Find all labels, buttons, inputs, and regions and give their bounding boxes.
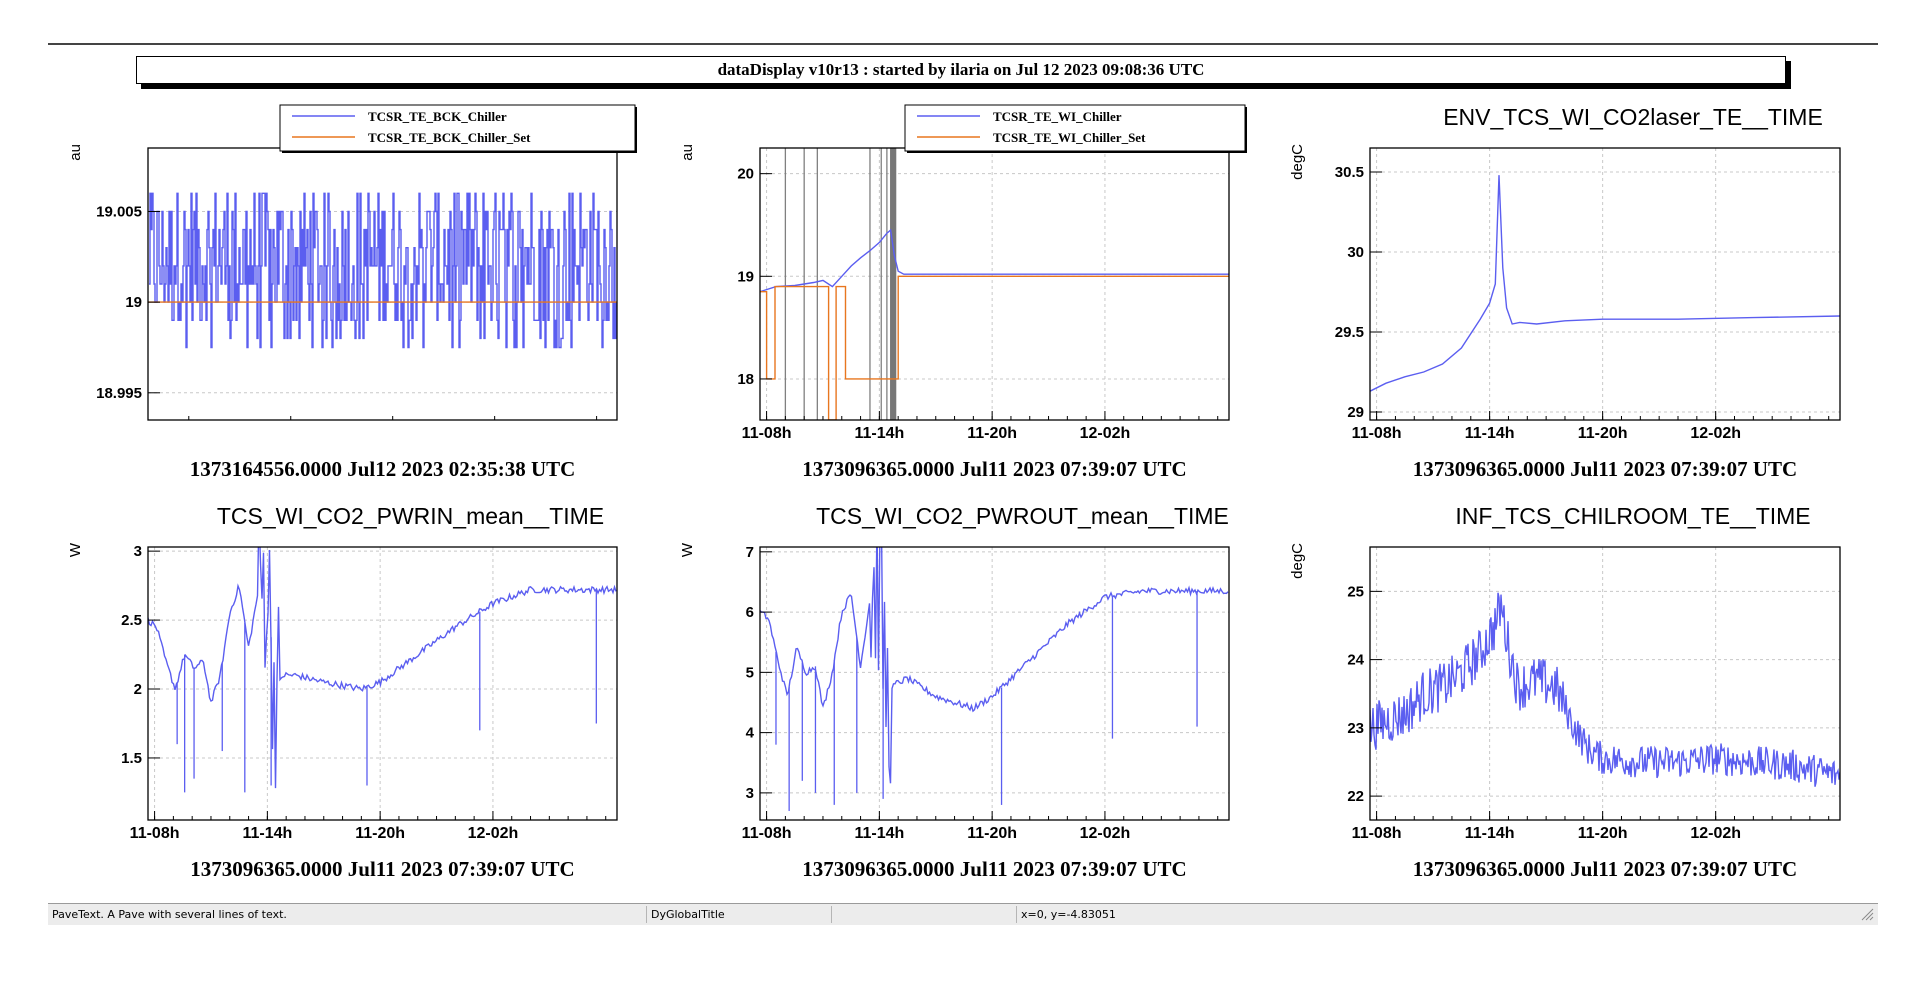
y-tick-label: 25 bbox=[1347, 583, 1364, 600]
chart-panel-4: 11-08h 11-14h 11-20h 12-02h 1.5 2 2.5 3 W 1373096… bbox=[67, 503, 618, 881]
chart-title: TCS_WI_CO2_PWRIN_mean__TIME bbox=[217, 503, 604, 529]
legend-box bbox=[904, 104, 1246, 152]
series-line-1 bbox=[148, 547, 617, 789]
y-tick-label: 3 bbox=[746, 785, 754, 802]
y-tick-label: 2 bbox=[134, 681, 142, 698]
x-tick-label: 11-08h bbox=[1352, 425, 1402, 442]
y-tick-label: 4 bbox=[746, 725, 755, 742]
x-tick-label: 12-02h bbox=[1080, 825, 1131, 842]
series-line-1 bbox=[1370, 175, 1840, 392]
y-axis-label: degC bbox=[1289, 144, 1306, 180]
plot-area bbox=[1370, 592, 1840, 787]
plot-area bbox=[1370, 175, 1840, 392]
x-tick-label: 11-08h bbox=[742, 825, 792, 842]
legend: TCSR_TE_WI_Chiller TCSR_TE_WI_Chiller_Set bbox=[904, 104, 1247, 153]
window-title-pave[interactable]: dataDisplay v10r13 : started by ilaria o… bbox=[136, 56, 1786, 84]
series-line-1 bbox=[1370, 592, 1840, 787]
x-tick-label: 11-08h bbox=[130, 825, 180, 842]
x-tick-label: 11-20h bbox=[967, 425, 1017, 442]
chart-title: TCS_WI_CO2_PWROUT_mean__TIME bbox=[816, 503, 1229, 529]
chart-title: ENV_TCS_WI_CO2laser_TE__TIME bbox=[1443, 104, 1823, 130]
plot-area bbox=[148, 192, 617, 349]
series-line-1 bbox=[760, 547, 1229, 784]
plots-canvas: 12-03h12-04h12-05h12-06h12-07h18.9951919… bbox=[67, 104, 1841, 881]
chart-panel-2: 11-08h 11-14h 11-20h 12-02h 18 19 20 au 13730963… bbox=[679, 104, 1247, 481]
y-tick-label: 2.5 bbox=[121, 612, 142, 629]
y-tick-label: 23 bbox=[1347, 720, 1364, 737]
legend-entry-label: TCSR_TE_WI_Chiller bbox=[993, 109, 1122, 124]
x-axis-label: 1373096365.0000 Jul11 2023 07:39:07 UTC bbox=[802, 857, 1186, 881]
top-separator-line bbox=[48, 43, 1878, 45]
plot-frame bbox=[759, 546, 1230, 821]
x-tick-label: 11-20h bbox=[967, 825, 1017, 842]
chart-panel-1: 12-03h12-04h12-05h12-06h12-07h18.9951919… bbox=[67, 104, 637, 481]
x-tick-label: 11-20h bbox=[1578, 425, 1628, 442]
y-axis-label: degC bbox=[1289, 543, 1306, 579]
status-empty-cell bbox=[831, 906, 1014, 923]
status-coordinates: x=0, y=-4.83051 bbox=[1016, 906, 1856, 923]
x-tick-label: 11-20h bbox=[355, 825, 405, 842]
y-tick-label: 29.5 bbox=[1335, 324, 1364, 341]
y-tick-label: 19 bbox=[737, 268, 754, 285]
y-tick-label: 5 bbox=[746, 664, 754, 681]
y-tick-label: 18.995 bbox=[96, 385, 142, 402]
y-tick-label: 18 bbox=[737, 371, 754, 388]
x-tick-label: 11-14h bbox=[854, 825, 904, 842]
series-line-1 bbox=[760, 228, 1229, 293]
x-tick-label: 12-02h bbox=[1080, 425, 1131, 442]
y-axis-label: W bbox=[679, 542, 696, 557]
x-axis-label: 1373096365.0000 Jul11 2023 07:39:07 UTC bbox=[802, 457, 1186, 481]
chart-panel-3: 11-08h 11-14h 11-20h 12-02h 29 29.5 30 30.5 degC… bbox=[1289, 104, 1841, 481]
y-axis-label: au bbox=[67, 144, 84, 161]
legend-box bbox=[279, 104, 636, 152]
resize-grip-icon[interactable] bbox=[1860, 907, 1874, 921]
y-tick-label: 22 bbox=[1347, 788, 1364, 805]
plot-frame bbox=[147, 546, 618, 821]
y-tick-label: 30 bbox=[1347, 244, 1364, 261]
x-axis-label: 1373164556.0000 Jul12 2023 02:35:38 UTC bbox=[190, 457, 576, 481]
y-tick-label: 1.5 bbox=[121, 750, 142, 767]
x-tick-label: 11-08h bbox=[742, 425, 792, 442]
y-tick-label: 24 bbox=[1347, 652, 1364, 669]
series-line-1 bbox=[149, 192, 617, 349]
x-tick-label: 11-20h bbox=[1578, 825, 1628, 842]
x-tick-label: 12-02h bbox=[468, 825, 519, 842]
plot-area bbox=[760, 547, 1229, 811]
status-bar: PaveText. A Pave with several lines of t… bbox=[48, 903, 1878, 925]
x-tick-label: 11-14h bbox=[242, 825, 292, 842]
y-axis-label: W bbox=[67, 542, 84, 557]
x-tick-label: 11-14h bbox=[854, 425, 904, 442]
y-tick-label: 19 bbox=[125, 294, 142, 311]
plot-frame bbox=[1369, 147, 1841, 421]
y-tick-label: 29 bbox=[1347, 404, 1364, 421]
chart-title: INF_TCS_CHILROOM_TE__TIME bbox=[1455, 503, 1810, 529]
y-tick-label: 20 bbox=[737, 166, 754, 183]
x-tick-label: 11-08h bbox=[1352, 825, 1402, 842]
x-tick-label: 12-02h bbox=[1690, 425, 1741, 442]
x-tick-label: 12-02h bbox=[1690, 825, 1741, 842]
time-marker-band bbox=[890, 148, 897, 420]
chart-panel-5: 11-08h 11-14h 11-20h 12-02h 3 4 5 6 7 W 1373096365… bbox=[679, 503, 1230, 881]
x-axis-label: 1373096365.0000 Jul11 2023 07:39:07 UTC bbox=[1413, 457, 1797, 481]
legend-entry-label: TCSR_TE_BCK_Chiller bbox=[368, 109, 507, 124]
chart-panel-6: 11-08h 11-14h 11-20h 12-02h 22 23 24 25 degC 1373… bbox=[1289, 503, 1841, 881]
y-tick-label: 3 bbox=[134, 543, 142, 560]
y-axis-label: au bbox=[679, 144, 696, 161]
plot-area bbox=[148, 547, 617, 793]
legend-entry-label: TCSR_TE_WI_Chiller_Set bbox=[993, 130, 1146, 145]
legend-entry-label: TCSR_TE_BCK_Chiller_Set bbox=[368, 130, 531, 145]
status-object-info: PaveText. A Pave with several lines of t… bbox=[52, 908, 287, 921]
x-tick-label: 11-14h bbox=[1465, 425, 1515, 442]
series-line-2 bbox=[760, 275, 1229, 420]
y-tick-label: 19.005 bbox=[96, 203, 142, 220]
plot-frame bbox=[1369, 546, 1841, 821]
y-tick-label: 7 bbox=[746, 544, 754, 561]
legend: TCSR_TE_BCK_Chiller TCSR_TE_BCK_Chiller_S… bbox=[279, 104, 637, 153]
status-object-name: DyGlobalTitle bbox=[646, 906, 829, 923]
y-tick-label: 30.5 bbox=[1335, 164, 1364, 181]
y-tick-label: 6 bbox=[746, 604, 754, 621]
x-axis-label: 1373096365.0000 Jul11 2023 07:39:07 UTC bbox=[1413, 857, 1797, 881]
x-axis-label: 1373096365.0000 Jul11 2023 07:39:07 UTC bbox=[190, 857, 574, 881]
x-tick-label: 11-14h bbox=[1465, 825, 1515, 842]
